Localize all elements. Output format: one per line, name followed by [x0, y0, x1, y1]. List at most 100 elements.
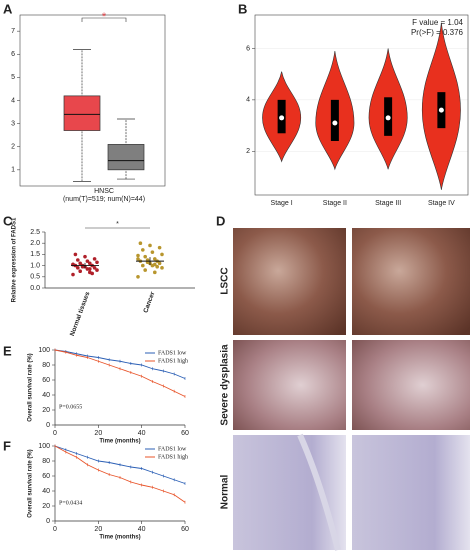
plot-frame [254, 14, 469, 196]
y-tick-label: 0 [46, 422, 50, 429]
image-normal-low [233, 435, 346, 550]
x-axis-label: Time (months) [99, 535, 140, 541]
y-tick-label: 1.0 [30, 262, 40, 269]
data-point [95, 260, 99, 265]
panel-letter: E [3, 343, 12, 358]
y-tick-label: 2 [11, 144, 15, 151]
box [63, 95, 101, 131]
p-value: P=0.0434 [59, 500, 82, 506]
y-tick-label: 0 [46, 518, 50, 525]
row-label: Normal [220, 475, 231, 510]
data-point [71, 272, 75, 277]
image-lscc-low [233, 228, 346, 335]
y-tick-label: 100 [38, 443, 50, 450]
median [438, 107, 444, 113]
y-tick-label: 0.5 [30, 274, 40, 281]
significance-bracket [81, 17, 127, 22]
x-tick-label: 0 [53, 430, 57, 437]
y-tick-label: 2.0 [30, 240, 40, 247]
x-tick-label: Stage III [375, 200, 401, 207]
data-point [92, 257, 97, 261]
y-tick-label: 1.5 [30, 251, 40, 258]
y-tick-label: 4 [246, 97, 250, 104]
y-tick-label: 40 [42, 392, 50, 399]
data-point [141, 263, 145, 268]
data-point [157, 261, 162, 266]
y-tick-label: 6 [246, 45, 250, 52]
data-point [76, 266, 80, 270]
x-tick-label: 60 [181, 526, 189, 533]
data-point [92, 266, 97, 270]
y-tick-label: 80 [42, 458, 50, 465]
data-point [138, 241, 143, 245]
y-tick-label: 40 [42, 488, 50, 495]
y-tick-label: 60 [42, 377, 50, 384]
y-tick-label: 1 [11, 167, 15, 174]
y-tick-label: 20 [42, 503, 50, 510]
x-tick-label: Normal tissues [69, 291, 92, 338]
image-normal-high [352, 435, 470, 550]
tissue-edge [297, 433, 341, 551]
image-dysplasia-low [233, 340, 346, 430]
data-point [90, 271, 94, 276]
panel-letter: A [3, 1, 13, 16]
y-tick-label: 2.5 [30, 229, 40, 236]
p-value: P=0.0655 [59, 404, 82, 410]
stat-annotation: Pr(>F) = 0.376 [411, 28, 464, 37]
stat-annotation: F value = 1.04 [412, 18, 463, 27]
image-dysplasia-high [352, 340, 470, 430]
data-point [143, 268, 147, 272]
data-point [160, 266, 164, 270]
y-tick-label: 7 [11, 28, 15, 35]
data-point [76, 258, 80, 262]
data-point [95, 268, 99, 272]
significance-star: * [116, 221, 119, 228]
data-point [88, 267, 92, 271]
x-tick-label: 0 [53, 526, 57, 533]
x-tick-label: 60 [181, 430, 189, 437]
data-point [155, 264, 159, 269]
panel-letter: F [3, 438, 11, 453]
y-tick-label: 0.0 [30, 285, 40, 292]
data-point [143, 254, 147, 259]
data-point [148, 243, 152, 248]
panel-letter: C [3, 213, 13, 228]
data-point [136, 253, 140, 258]
significance-star: * [102, 11, 107, 23]
row-label: LSCC [220, 267, 231, 294]
y-tick-label: 2 [246, 148, 250, 155]
data-point [153, 262, 157, 267]
data-point [160, 252, 164, 257]
panel-letter: D [216, 213, 225, 228]
data-point [150, 250, 155, 254]
data-point [141, 248, 145, 252]
data-point [153, 270, 157, 275]
y-tick-label: 6 [11, 51, 15, 58]
x-tick-label: 40 [138, 430, 146, 437]
x-tick-label: Stage IV [428, 200, 455, 207]
y-tick-label: 4 [11, 97, 15, 104]
row-label: Severe dysplasia [220, 344, 231, 426]
data-point [153, 257, 157, 261]
x-tick-label: 40 [138, 526, 146, 533]
x-tick-label: Stage II [323, 200, 347, 207]
legend-label: FADS1 high [158, 358, 188, 364]
plot-frame [19, 14, 166, 187]
box [330, 99, 339, 141]
histology-images [233, 228, 470, 551]
data-point [78, 261, 82, 266]
data-point [88, 261, 92, 266]
y-tick-label: 80 [42, 362, 50, 369]
survival-curve [54, 349, 186, 397]
box [107, 144, 145, 171]
data-point [78, 269, 82, 274]
y-tick-label: 3 [11, 120, 15, 127]
sample-note: (num(T)=519; num(N)=44) [63, 196, 145, 203]
y-tick-label: 20 [42, 407, 50, 414]
data-point [136, 257, 140, 261]
data-point [73, 252, 78, 257]
image-lscc-high [352, 228, 470, 335]
y-axis-label: Overall survival rate (%) [28, 353, 34, 421]
median [385, 115, 391, 121]
